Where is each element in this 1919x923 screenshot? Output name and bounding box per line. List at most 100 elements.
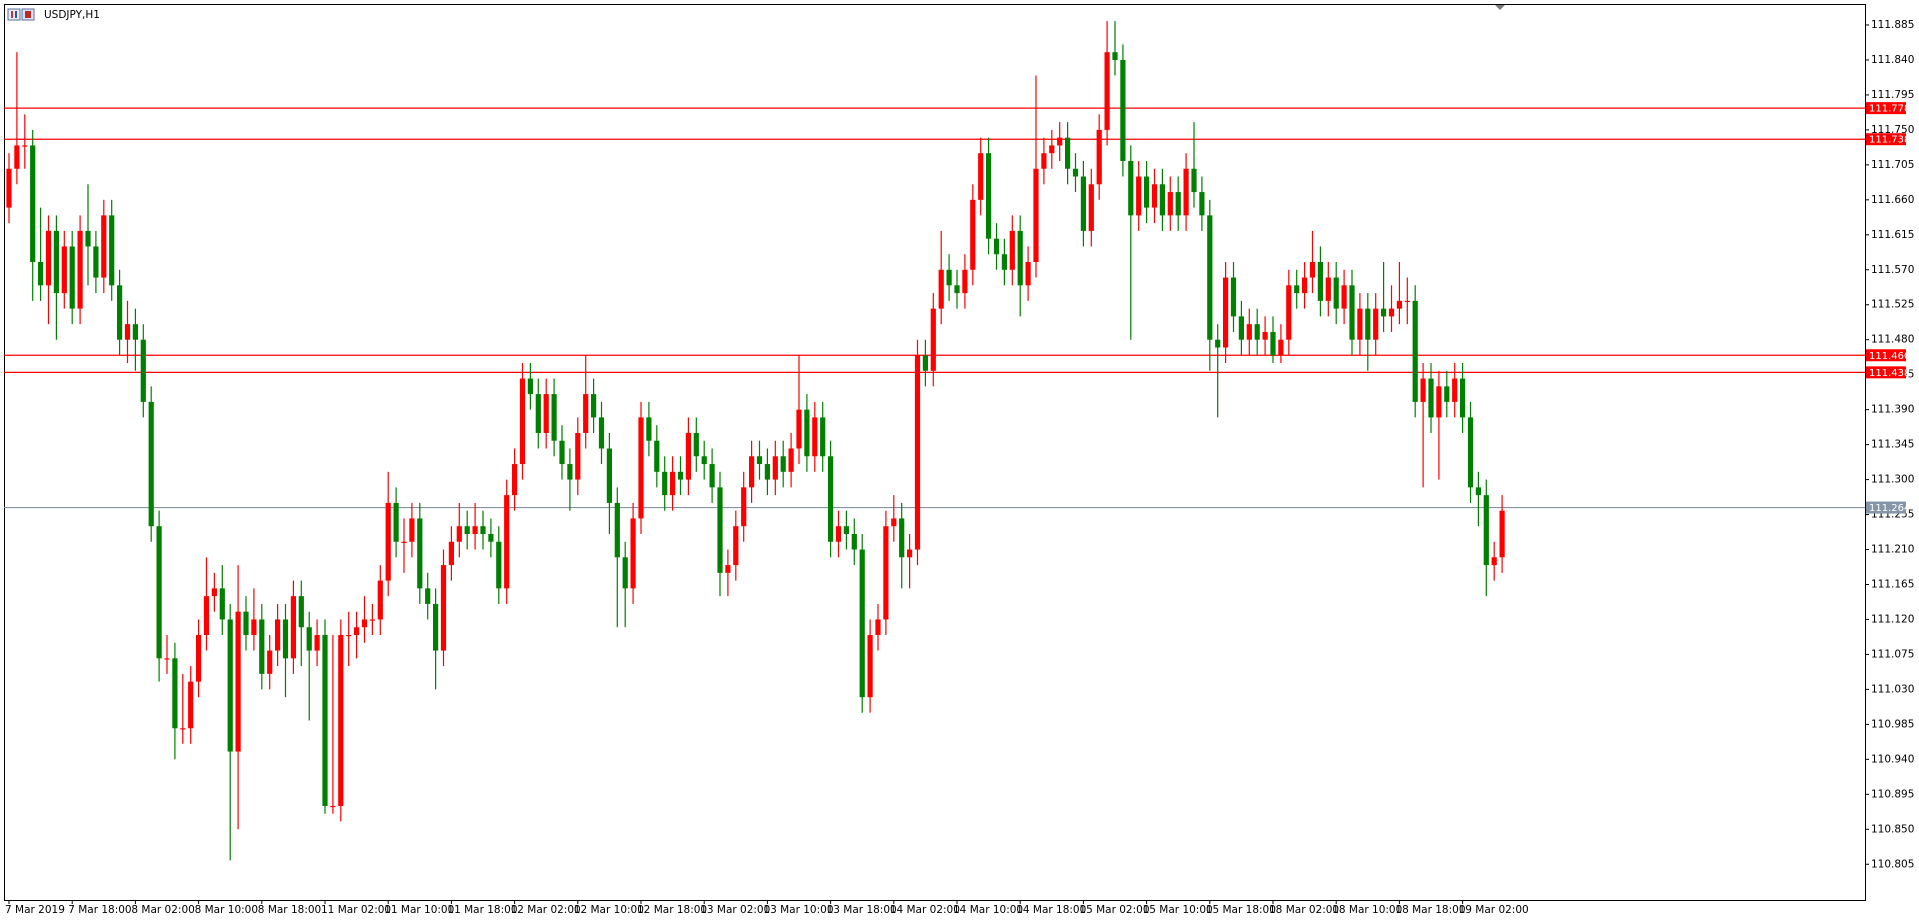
candle-body <box>828 456 834 542</box>
candle-body <box>1112 52 1118 60</box>
candle-body <box>598 417 605 449</box>
y-tick-label: 111.885 <box>1871 19 1914 31</box>
x-tick-label: 12 Mar 18:00 <box>637 904 707 916</box>
candle-body <box>243 611 249 636</box>
candle-body <box>543 394 549 433</box>
level-label-text: 111.778 <box>1869 104 1910 115</box>
level-label: 111.778 <box>1866 102 1910 115</box>
x-tick-label: 15 Mar 02:00 <box>1079 904 1149 916</box>
candle-body <box>251 619 257 636</box>
shift-marker[interactable] <box>1495 5 1505 10</box>
candle-body <box>1483 495 1489 566</box>
candle-body <box>1159 184 1165 216</box>
candle-body <box>1452 378 1458 402</box>
symbol-icon <box>7 8 35 21</box>
candle-body <box>1057 137 1063 146</box>
candle-body <box>567 464 573 480</box>
candle-body <box>922 355 928 371</box>
candle-body <box>148 401 154 527</box>
candle-body <box>504 495 510 589</box>
candle-body <box>741 487 747 527</box>
candle-body <box>1199 192 1205 216</box>
candle-body <box>535 394 541 433</box>
candle-body <box>1065 137 1071 169</box>
candle-body <box>591 394 597 418</box>
y-tick-label: 110.985 <box>1871 718 1914 730</box>
x-tick-label: 12 Mar 02:00 <box>511 904 581 916</box>
candle-body <box>1001 254 1007 270</box>
x-tick-label: 15 Mar 18:00 <box>1206 904 1276 916</box>
candle-body <box>978 153 984 200</box>
y-tick-label: 111.705 <box>1871 159 1914 171</box>
candle-body <box>1270 331 1276 356</box>
candle-body <box>946 269 952 286</box>
x-tick-label: 18 Mar 10:00 <box>1332 904 1402 916</box>
y-tick-label: 111.030 <box>1871 683 1914 695</box>
candle-body <box>970 199 976 270</box>
candle-body <box>1120 59 1126 161</box>
candle-body <box>859 549 865 698</box>
candle-body <box>709 464 715 488</box>
candle-body <box>1475 487 1481 496</box>
candle-body <box>733 526 739 566</box>
candle-body <box>369 619 375 621</box>
candle-body <box>1388 308 1395 317</box>
candle-body <box>1460 378 1466 418</box>
candle-body <box>693 432 699 457</box>
candle-body <box>914 355 921 550</box>
candle-body <box>496 541 502 589</box>
candle-body <box>875 619 881 636</box>
candle-body <box>14 145 20 169</box>
candle-body <box>812 417 818 457</box>
candle-body <box>527 378 533 395</box>
level-label-bg <box>1866 349 1906 362</box>
candle-body <box>1491 557 1497 566</box>
candle-body <box>156 526 162 659</box>
candle-body <box>282 619 289 659</box>
x-tick-label: 7 Mar 2019 <box>5 904 65 916</box>
candle-body <box>1080 176 1086 231</box>
candle-body <box>290 596 296 659</box>
level-label-text: 111.738 <box>1869 135 1910 146</box>
candle-body <box>338 635 344 806</box>
candle-body <box>85 230 91 247</box>
candle-body <box>1151 184 1158 208</box>
y-tick-label: 111.660 <box>1871 194 1914 206</box>
candle-body <box>1396 300 1402 309</box>
candle-body <box>654 440 660 472</box>
candle-body <box>472 526 478 534</box>
level-label-bg <box>1866 366 1906 379</box>
candle-body <box>361 619 368 628</box>
candle-body <box>464 526 470 534</box>
icon-part <box>15 11 17 18</box>
candle-body <box>417 518 423 589</box>
candle-body <box>322 635 328 806</box>
candle-body <box>938 269 944 309</box>
candle-body <box>962 269 968 294</box>
x-tick-label: 14 Mar 10:00 <box>953 904 1023 916</box>
candle-body <box>30 145 36 262</box>
candle-body <box>1246 324 1252 340</box>
level-label-bg <box>1866 133 1906 146</box>
candle-body <box>883 526 889 620</box>
y-tick-label: 111.300 <box>1871 474 1914 486</box>
candle-body <box>267 650 273 674</box>
x-tick-label: 18 Mar 02:00 <box>1269 904 1339 916</box>
candle-body <box>1404 300 1410 303</box>
y-tick-label: 111.075 <box>1871 648 1914 660</box>
candle-body <box>701 456 707 465</box>
candle-body <box>551 394 557 441</box>
candle-body <box>275 619 281 651</box>
candle-body <box>1215 339 1221 348</box>
y-tick-label: 111.795 <box>1871 89 1914 101</box>
candle-body <box>646 417 652 441</box>
candle-body <box>377 580 383 620</box>
candle-body <box>393 502 399 542</box>
candle-body <box>1341 285 1347 309</box>
candle-body <box>1325 277 1331 301</box>
y-tick-label: 111.210 <box>1871 544 1914 556</box>
candle-body <box>772 456 778 480</box>
candle-body <box>780 456 786 472</box>
y-tick-label: 111.525 <box>1871 299 1914 311</box>
